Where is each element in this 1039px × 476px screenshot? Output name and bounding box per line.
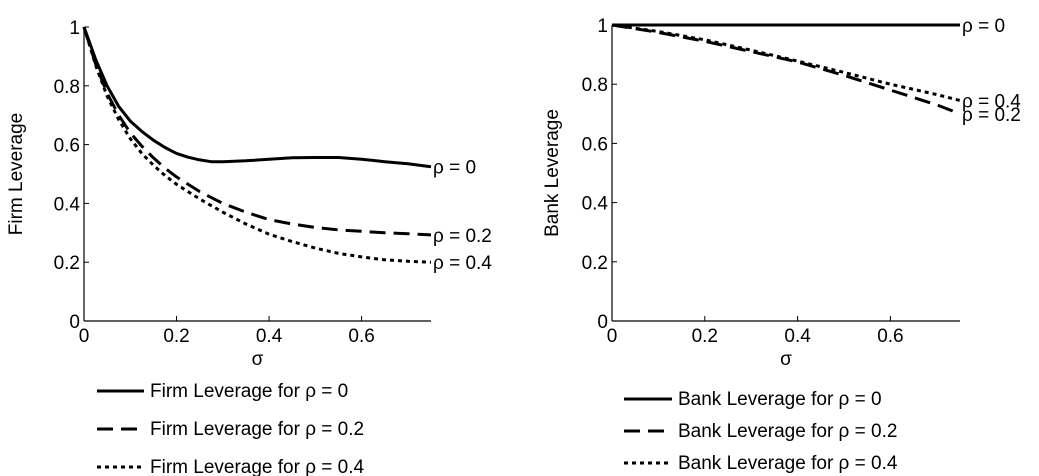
bank-series-end-label-2: ρ = 0.4: [962, 91, 1021, 112]
firm-legend-entry-1: Firm Leverage for ρ = 0.2: [150, 419, 364, 440]
firm-legend-entry-2: Firm Leverage for ρ = 0.4: [150, 457, 365, 476]
firm-y-tick-label: 0.4: [54, 194, 81, 215]
firm-y-tick-label: 0.2: [54, 253, 80, 274]
firm-y-tick-label: 1: [69, 18, 80, 39]
firm-leverage-chart: 0 0.2 0.4 0.6 0.8 1 0 0.2 0.4 0.6 σ Firm Leverage ρ …: [6, 18, 492, 476]
bank-y-axis-title: Bank Leverage: [542, 109, 563, 237]
bank-y-tick-label: 0.4: [582, 194, 609, 215]
firm-series-end-label-2: ρ = 0.4: [433, 253, 492, 274]
firm-series-end-label-1: ρ = 0.2: [433, 226, 492, 247]
bank-y-tick-label: 1: [597, 16, 608, 37]
bank-y-tick-label: 0: [597, 312, 608, 333]
firm-y-axis-title: Firm Leverage: [6, 113, 27, 236]
firm-x-tick-label: 0.2: [163, 326, 189, 347]
firm-series-line-2: [82, 26, 432, 264]
firm-series-end-label-0: ρ = 0: [433, 158, 476, 179]
firm-y-tick-label: 0: [69, 312, 80, 333]
firm-legend-entry-0: Firm Leverage for ρ = 0: [150, 381, 348, 402]
bank-leverage-chart: 0 0.2 0.4 0.6 0.8 1 0 0.2 0.4 0.6 σ Bank Leverage ρ …: [542, 16, 1021, 474]
bank-legend-entry-1: Bank Leverage for ρ = 0.2: [678, 421, 897, 442]
firm-y-tick-label: 0.8: [54, 77, 80, 98]
bank-x-axis-title: σ: [780, 349, 792, 370]
bank-x-tick-label: 0.2: [692, 326, 718, 347]
bank-x-tick-label: 0: [607, 326, 618, 347]
bank-y-tick-label: 0.8: [582, 75, 608, 96]
firm-series-line-0: [82, 26, 432, 169]
bank-series-end-label-0: ρ = 0: [962, 16, 1005, 37]
firm-x-axis-title: σ: [252, 349, 264, 370]
bank-series-line-1: [611, 23, 961, 116]
bank-series-line-2: [611, 23, 961, 102]
bank-x-tick-label: 0.4: [784, 326, 811, 347]
bank-series-end-label-1: ρ = 0.2: [962, 105, 1021, 126]
firm-series-line-1: [82, 26, 432, 237]
bank-legend-entry-2: Bank Leverage for ρ = 0.4: [678, 453, 898, 474]
bank-x-tick-label: 0.6: [877, 326, 903, 347]
firm-y-tick-label: 0.6: [54, 136, 80, 157]
firm-x-tick-label: 0.4: [256, 326, 283, 347]
firm-x-tick-label: 0.6: [348, 326, 374, 347]
bank-y-tick-label: 0.6: [582, 134, 608, 155]
firm-x-tick-label: 0: [79, 326, 90, 347]
bank-legend-entry-0: Bank Leverage for ρ = 0: [678, 389, 882, 410]
bank-y-tick-label: 0.2: [582, 253, 608, 274]
